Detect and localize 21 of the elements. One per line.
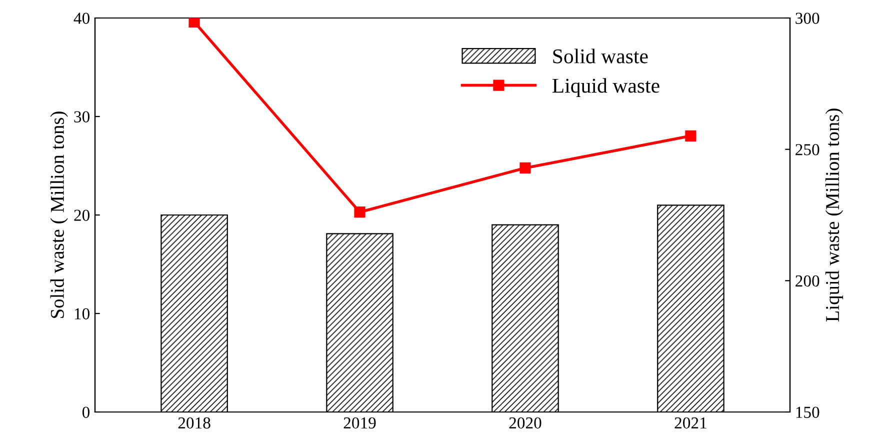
y2-tick-label: 200 bbox=[796, 275, 820, 287]
legend-label: Liquid waste bbox=[552, 78, 660, 98]
point bbox=[520, 162, 531, 174]
y-tick-label: 10 bbox=[74, 308, 90, 320]
point bbox=[685, 130, 696, 142]
y2-tick-label: 250 bbox=[796, 144, 820, 156]
point bbox=[188, 18, 200, 28]
y2-tick-label: 150 bbox=[796, 406, 820, 418]
y-tick-label: 30 bbox=[74, 111, 90, 122]
y2-axis-title: Liquid waste (Million tons) bbox=[825, 108, 844, 322]
y2-tick-label: 300 bbox=[796, 12, 820, 24]
legend-label: Solid waste bbox=[553, 48, 648, 64]
x-tick-label: 2018 bbox=[178, 417, 210, 429]
x-tick-label: 2021 bbox=[674, 417, 706, 429]
y-axis-title: Solid waste ( Million tons) bbox=[50, 112, 68, 318]
x-tick-label: 2020 bbox=[509, 417, 542, 429]
y-tick-label: 40 bbox=[74, 12, 90, 24]
x-tick-label: 2019 bbox=[344, 417, 376, 429]
point bbox=[354, 206, 366, 218]
y-tick-label: 0 bbox=[82, 406, 90, 418]
y-tick-label: 20 bbox=[74, 210, 90, 221]
